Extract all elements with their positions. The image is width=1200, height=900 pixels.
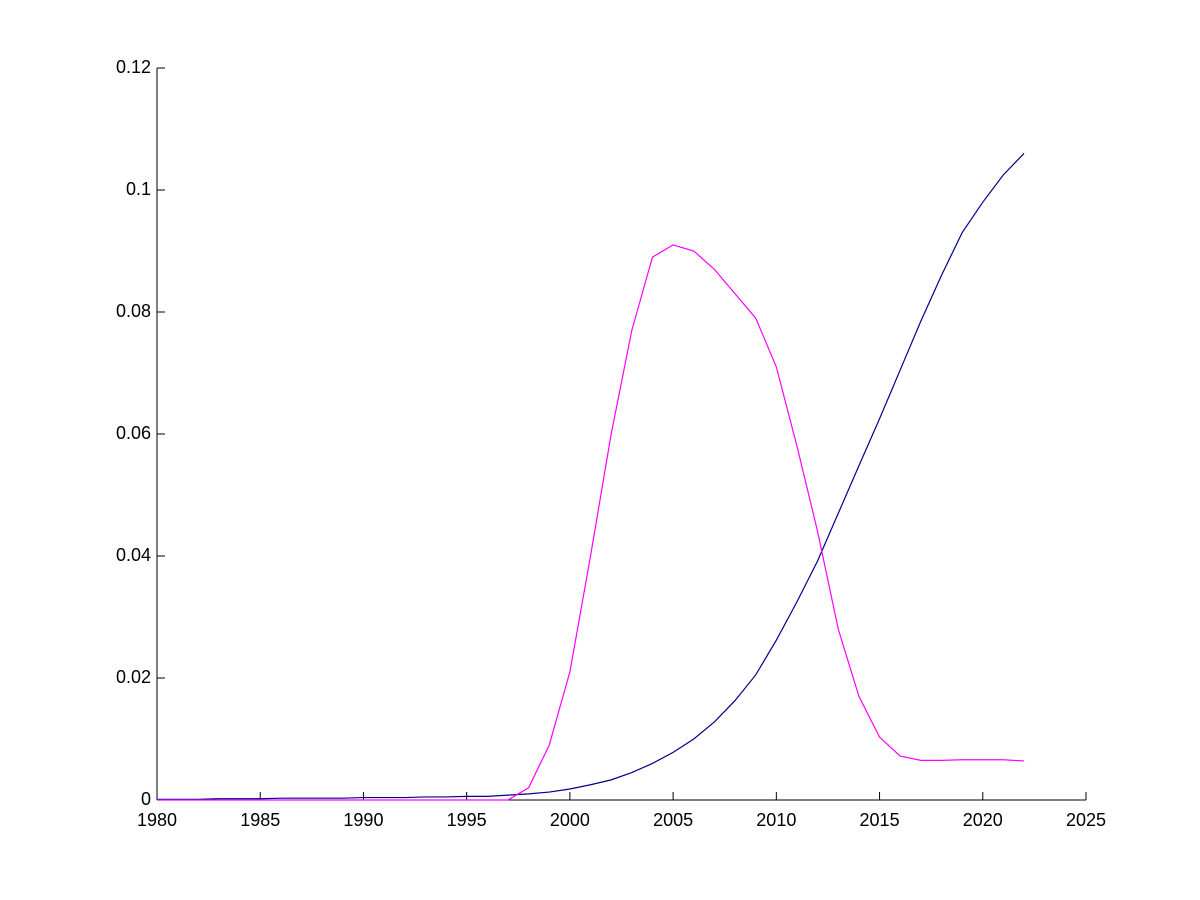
x-tick-label: 1980 (137, 810, 177, 830)
y-tick-label: 0.12 (116, 57, 151, 77)
series-line (157, 244, 1025, 801)
x-tick-label: 2020 (963, 810, 1003, 830)
x-tick-label: 2015 (860, 810, 900, 830)
y-tick-label: 0.06 (116, 423, 151, 443)
x-tick-label: 2010 (756, 810, 796, 830)
x-tick-label: 2000 (550, 810, 590, 830)
x-tick-label: 2005 (653, 810, 693, 830)
y-tick-label: 0.04 (116, 545, 151, 565)
x-tick-label: 1995 (447, 810, 487, 830)
series-line (157, 152, 1025, 800)
y-tick-label: 0 (141, 789, 151, 809)
y-tick-label: 0.08 (116, 301, 151, 321)
y-tick-label: 0.1 (126, 179, 151, 199)
x-tick-label: 1990 (343, 810, 383, 830)
x-tick-label: 2025 (1066, 810, 1106, 830)
y-tick-label: 0.02 (116, 667, 151, 687)
x-tick-label: 1985 (240, 810, 280, 830)
